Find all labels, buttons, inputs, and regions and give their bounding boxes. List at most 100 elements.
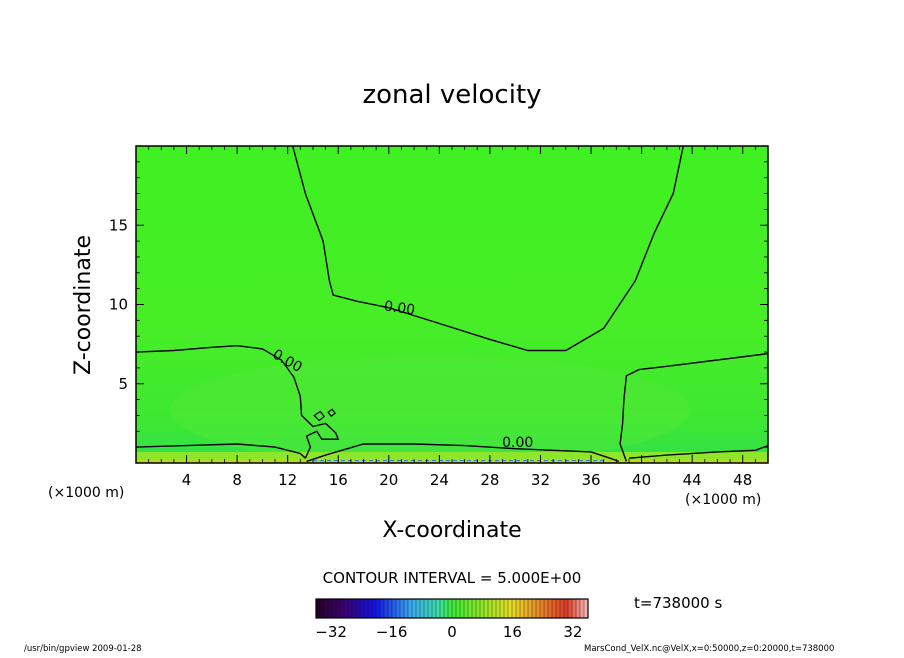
contour-interval-text: CONTOUR INTERVAL = 5.000E+00 xyxy=(323,569,582,587)
colorbar-cell xyxy=(340,599,345,618)
colorbar-tick-label: 0 xyxy=(447,623,457,641)
colorbar-cell xyxy=(500,599,505,618)
colorbar-cell xyxy=(420,599,425,618)
contour-lines xyxy=(136,146,768,463)
surface-band xyxy=(136,452,768,463)
colorbar-cell xyxy=(576,599,581,618)
colorbar-cell xyxy=(456,599,461,618)
colorbar-cell xyxy=(448,599,453,618)
colorbar-cell xyxy=(540,599,545,618)
colorbar-cell xyxy=(376,599,381,618)
colorbar-cell xyxy=(504,599,509,618)
colorbar-cell xyxy=(348,599,353,618)
x-tick-label: 44 xyxy=(683,471,702,489)
plot-field xyxy=(136,146,768,463)
x-axis-unit: (×1000 m) xyxy=(685,492,761,508)
zero-contour-3 xyxy=(306,443,620,463)
colorbar-cell xyxy=(412,599,417,618)
colorbar-cell xyxy=(452,599,457,618)
y-axis-ticks: 5 10 15 xyxy=(109,161,768,448)
x-tick-label: 36 xyxy=(581,471,600,489)
colorbar-cell xyxy=(484,599,489,618)
y-axis-label: Z-coordinate xyxy=(71,235,96,375)
y-tick-label: 10 xyxy=(109,296,128,314)
colorbar-cell xyxy=(432,599,437,618)
colorbar-cell xyxy=(544,599,549,618)
colorbar xyxy=(316,599,589,618)
colorbar-cell xyxy=(496,599,501,618)
field-shade xyxy=(170,355,690,463)
colorbar-cell xyxy=(428,599,433,618)
colorbar-cell xyxy=(380,599,385,618)
colorbar-cell xyxy=(580,599,585,618)
contour-label: 0.00 xyxy=(383,298,416,318)
contour-label: 0.00 xyxy=(502,435,533,451)
colorbar-tick-label: −16 xyxy=(376,623,408,641)
colorbar-cell xyxy=(516,599,521,618)
colorbar-cell xyxy=(404,599,409,618)
colorbar-tick-label: 16 xyxy=(503,623,522,641)
chart-title: zonal velocity xyxy=(362,80,541,110)
colorbar-cell xyxy=(332,599,337,618)
y-axis-unit: (×1000 m) xyxy=(48,485,124,501)
colorbar-cell xyxy=(552,599,557,618)
x-tick-label: 4 xyxy=(182,471,192,489)
colorbar-tick-label: 32 xyxy=(563,623,582,641)
colorbar-cell xyxy=(460,599,465,618)
x-tick-label: 28 xyxy=(480,471,499,489)
colorbar-cell xyxy=(572,599,577,618)
colorbar-cell xyxy=(388,599,393,618)
y-tick-label: 15 xyxy=(109,216,128,234)
x-axis-ticks: 4 8 12 16 20 24 28 32 36 40 44 48 xyxy=(148,146,756,489)
colorbar-cell xyxy=(384,599,389,618)
colorbar-cell xyxy=(476,599,481,618)
zero-contour-4 xyxy=(619,352,768,462)
footer-right: MarsCond_VelX.nc@VelX,x=0:50000,z=0:2000… xyxy=(584,644,834,654)
x-tick-label: 48 xyxy=(733,471,752,489)
y-tick-label: 5 xyxy=(118,375,128,393)
colorbar-cell xyxy=(532,599,537,618)
zero-contour-1 xyxy=(136,344,340,459)
colorbar-cell xyxy=(524,599,529,618)
x-tick-label: 40 xyxy=(632,471,651,489)
time-label: t=738000 s xyxy=(634,594,722,612)
colorbar-cell xyxy=(508,599,513,618)
colorbar-cell xyxy=(400,599,405,618)
colorbar-cell xyxy=(408,599,413,618)
x-tick-label: 24 xyxy=(430,471,449,489)
colorbar-cell xyxy=(468,599,473,618)
colorbar-frame xyxy=(315,598,589,619)
colorbar-cell xyxy=(556,599,561,618)
colorbar-cell xyxy=(480,599,485,618)
colorbar-cell xyxy=(392,599,397,618)
colorbar-cell xyxy=(328,599,333,618)
colorbar-cell xyxy=(436,599,441,618)
colorbar-cell xyxy=(464,599,469,618)
colorbar-cell xyxy=(336,599,341,618)
colorbar-cell xyxy=(444,599,449,618)
colorbar-cell xyxy=(320,599,325,618)
colorbar-cell xyxy=(548,599,553,618)
colorbar-cell xyxy=(584,599,589,618)
colorbar-cell xyxy=(364,599,369,618)
zero-contour-5 xyxy=(628,444,768,459)
colorbar-cell xyxy=(440,599,445,618)
colorbar-cell xyxy=(324,599,329,618)
footer-left: /usr/bin/gpview 2009-01-28 xyxy=(24,644,142,654)
colorbar-cell xyxy=(344,599,349,618)
colorbar-cell xyxy=(488,599,493,618)
x-axis-label: X-coordinate xyxy=(382,518,521,543)
colorbar-cell xyxy=(536,599,541,618)
zero-contour-2 xyxy=(136,443,306,459)
x-tick-label: 32 xyxy=(531,471,550,489)
colorbar-cell xyxy=(512,599,517,618)
colorbar-cell xyxy=(560,599,565,618)
colorbar-cell xyxy=(372,599,377,618)
colorbar-cell xyxy=(360,599,365,618)
colorbar-tick-label: −32 xyxy=(315,623,347,641)
colorbar-cell xyxy=(564,599,569,618)
colorbar-cell xyxy=(368,599,373,618)
colorbar-cell xyxy=(316,599,321,618)
colorbar-cell xyxy=(352,599,357,618)
